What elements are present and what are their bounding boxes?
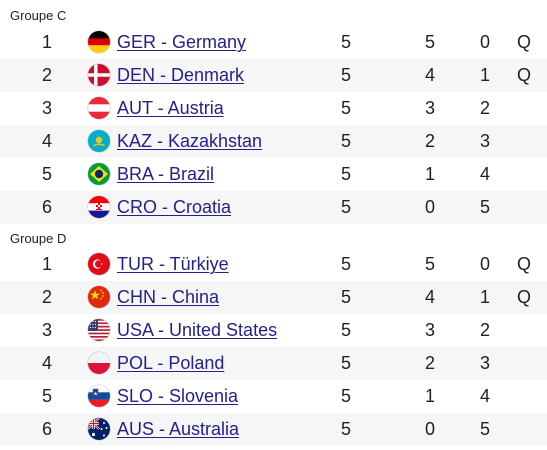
team-link[interactable]: GER - Germany bbox=[117, 32, 247, 52]
lost-count: 3 bbox=[480, 131, 491, 151]
won-count: 2 bbox=[425, 353, 436, 373]
kazakhstan-flag-icon bbox=[88, 130, 110, 152]
qualified-badge: Q bbox=[517, 32, 532, 52]
austria-flag-icon bbox=[88, 97, 110, 119]
played-count: 5 bbox=[341, 197, 352, 217]
table-row: 4 KAZ - Kazakhstan 5 2 3 bbox=[0, 125, 547, 158]
rank: 5 bbox=[42, 386, 53, 406]
table-row: 5 BRA - Brazil 5 1 4 bbox=[0, 158, 547, 191]
group-c-title: Groupe C bbox=[10, 8, 67, 23]
australia-flag-icon bbox=[88, 418, 110, 440]
table-row: 6 CRO - Croatia 5 0 5 bbox=[0, 191, 547, 224]
played-count: 5 bbox=[341, 164, 352, 184]
rank: 5 bbox=[42, 164, 53, 184]
played-count: 5 bbox=[341, 98, 352, 118]
played-count: 5 bbox=[341, 320, 352, 340]
won-count: 3 bbox=[425, 98, 436, 118]
table-row: 2 CHN - China 5 4 1 Q bbox=[0, 281, 547, 314]
table-row: 3 AUT - Austria 5 3 2 bbox=[0, 92, 547, 125]
rank: 2 bbox=[42, 65, 53, 85]
team-link[interactable]: SLO - Slovenia bbox=[117, 386, 239, 406]
rank: 6 bbox=[42, 419, 53, 439]
won-count: 1 bbox=[425, 164, 436, 184]
china-flag-icon bbox=[88, 286, 110, 308]
won-count: 0 bbox=[425, 197, 436, 217]
table-row: 1 TUR - Türkiye 5 5 0 Q bbox=[0, 248, 547, 281]
won-count: 1 bbox=[425, 386, 436, 406]
team-link[interactable]: POL - Poland bbox=[117, 353, 225, 373]
table-row: 6 AUS - Australia 5 0 5 bbox=[0, 413, 547, 446]
team-link[interactable]: KAZ - Kazakhstan bbox=[117, 131, 263, 151]
won-count: 3 bbox=[425, 320, 436, 340]
played-count: 5 bbox=[341, 254, 352, 274]
rank: 1 bbox=[42, 32, 53, 52]
lost-count: 0 bbox=[480, 32, 491, 52]
lost-count: 2 bbox=[480, 98, 491, 118]
lost-count: 3 bbox=[480, 353, 491, 373]
lost-count: 4 bbox=[480, 164, 491, 184]
rank: 4 bbox=[42, 131, 53, 151]
turkiye-flag-icon bbox=[88, 253, 110, 275]
won-count: 5 bbox=[425, 254, 436, 274]
poland-flag-icon bbox=[88, 352, 110, 374]
played-count: 5 bbox=[341, 32, 352, 52]
usa-flag-icon bbox=[88, 319, 110, 341]
played-count: 5 bbox=[341, 386, 352, 406]
germany-flag-icon bbox=[88, 31, 110, 53]
won-count: 4 bbox=[425, 287, 436, 307]
table-row: 3 USA - United States 5 3 2 bbox=[0, 314, 547, 347]
team-link[interactable]: AUT - Austria bbox=[117, 98, 224, 118]
won-count: 0 bbox=[425, 419, 436, 439]
table-row: 1 GER - Germany 5 5 0 Q bbox=[0, 26, 547, 59]
table-row: 5 SLO - Slovenia 5 1 4 bbox=[0, 380, 547, 413]
rank: 2 bbox=[42, 287, 53, 307]
group-d-title: Groupe D bbox=[10, 231, 67, 246]
team-link[interactable]: USA - United States bbox=[117, 320, 278, 340]
table-row: 4 POL - Poland 5 2 3 bbox=[0, 347, 547, 380]
qualified-badge: Q bbox=[517, 254, 532, 274]
rank: 3 bbox=[42, 320, 53, 340]
lost-count: 1 bbox=[480, 65, 491, 85]
lost-count: 4 bbox=[480, 386, 491, 406]
table-row: 2 DEN - Denmark 5 4 1 Q bbox=[0, 59, 547, 92]
won-count: 5 bbox=[425, 32, 436, 52]
won-count: 2 bbox=[425, 131, 436, 151]
played-count: 5 bbox=[341, 353, 352, 373]
croatia-flag-icon bbox=[88, 196, 110, 218]
team-link[interactable]: CRO - Croatia bbox=[117, 197, 232, 217]
team-link[interactable]: TUR - Türkiye bbox=[117, 254, 229, 274]
lost-count: 5 bbox=[480, 419, 491, 439]
team-link[interactable]: BRA - Brazil bbox=[117, 164, 215, 184]
rank: 4 bbox=[42, 353, 53, 373]
played-count: 5 bbox=[341, 65, 352, 85]
played-count: 5 bbox=[341, 287, 352, 307]
rank: 3 bbox=[42, 98, 53, 118]
denmark-flag-icon bbox=[88, 64, 110, 86]
qualified-badge: Q bbox=[517, 65, 532, 85]
team-link[interactable]: CHN - China bbox=[117, 287, 220, 307]
team-link[interactable]: DEN - Denmark bbox=[117, 65, 245, 85]
rank: 1 bbox=[42, 254, 53, 274]
rank: 6 bbox=[42, 197, 53, 217]
lost-count: 1 bbox=[480, 287, 491, 307]
qualified-badge: Q bbox=[517, 287, 532, 307]
lost-count: 5 bbox=[480, 197, 491, 217]
lost-count: 0 bbox=[480, 254, 491, 274]
lost-count: 2 bbox=[480, 320, 491, 340]
slovenia-flag-icon bbox=[88, 385, 110, 407]
team-link[interactable]: AUS - Australia bbox=[117, 419, 240, 439]
won-count: 4 bbox=[425, 65, 436, 85]
brazil-flag-icon bbox=[88, 163, 110, 185]
played-count: 5 bbox=[341, 131, 352, 151]
played-count: 5 bbox=[341, 419, 352, 439]
